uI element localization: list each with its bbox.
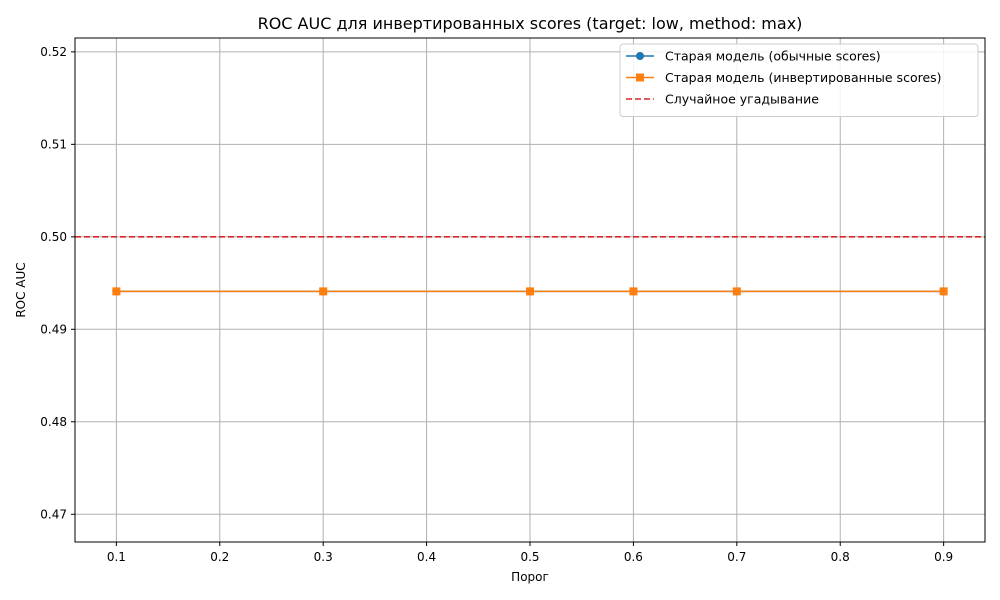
y-tick-label: 0.48: [40, 415, 67, 429]
y-tick-label: 0.50: [40, 230, 67, 244]
data-point-square: [319, 287, 328, 296]
y-tick-label: 0.47: [40, 507, 67, 521]
data-point-square: [732, 287, 741, 296]
legend-label: Старая модель (обычные scores): [665, 49, 881, 64]
data-point-square: [526, 287, 534, 296]
data-point-square: [939, 287, 948, 296]
tick-layer: 0.1 0.2 0.3 0.4 0.5 0.6 0.7 0.8 0.9 0.47 0.48 0.49 0…: [40, 45, 953, 564]
x-tick-label: 0.6: [624, 550, 643, 564]
x-tick-label: 0.3: [314, 550, 333, 564]
y-tick-label: 0.51: [40, 137, 67, 151]
legend-label: Старая модель (инвертированные scores): [665, 70, 942, 85]
series-layer: [112, 287, 948, 296]
x-tick-label: 0.4: [417, 550, 436, 564]
x-tick-label: 0.1: [107, 550, 126, 564]
y-tick-label: 0.52: [40, 45, 67, 59]
data-point-square: [629, 287, 638, 296]
x-tick-label: 0.2: [210, 550, 229, 564]
legend-box: [619, 43, 979, 117]
y-tick-label: 0.49: [40, 322, 67, 336]
legend: Старая модель (обычные scores) Старая мод…: [619, 43, 979, 117]
y-axis-title: ROC AUC: [14, 262, 28, 317]
chart-title: ROC AUC для инвертированных scores (targ…: [258, 14, 803, 33]
x-tick-label: 0.8: [831, 550, 850, 564]
x-axis-title: Порог: [511, 570, 549, 584]
legend-marker-circle: [636, 52, 644, 60]
legend-marker-square: [636, 73, 644, 82]
x-tick-label: 0.7: [727, 550, 746, 564]
x-tick-label: 0.9: [934, 550, 953, 564]
x-tick-label: 0.5: [520, 550, 539, 564]
data-point-square: [112, 287, 121, 296]
legend-label: Случайное угадывание: [665, 92, 819, 107]
